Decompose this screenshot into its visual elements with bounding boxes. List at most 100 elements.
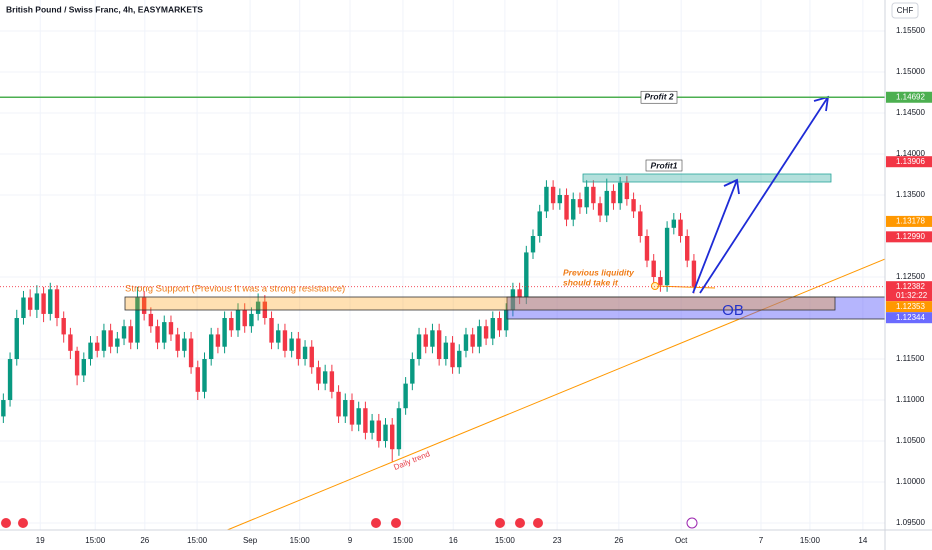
candle-body <box>403 383 408 409</box>
candle-body <box>276 330 281 343</box>
candle-body <box>242 309 247 327</box>
candle-body <box>564 195 569 220</box>
candle-body <box>115 338 120 347</box>
candle-body <box>34 293 40 310</box>
candle-body <box>282 330 288 351</box>
x-tick-label: 26 <box>140 536 149 545</box>
price-tag-label: 1.12990 <box>896 232 925 241</box>
candle-body <box>577 199 583 208</box>
profit2-label: Profit 2 <box>644 92 674 102</box>
candle-body <box>584 186 589 208</box>
x-tick-label: 15:00 <box>495 536 516 545</box>
x-tick-label: 15:00 <box>800 536 821 545</box>
candle-body <box>108 330 113 347</box>
support-label: Strong Support (Previous It was a strong… <box>125 284 345 295</box>
candle-body <box>255 301 261 314</box>
y-tick-label: 1.14000 <box>896 149 925 158</box>
liquidity-point <box>651 282 659 290</box>
support-box <box>124 296 836 311</box>
currency-label[interactable]: CHF <box>897 6 914 15</box>
event-icon <box>533 518 543 528</box>
y-tick-label: 1.11500 <box>896 354 925 363</box>
candle-body <box>416 334 422 360</box>
candle-body <box>410 359 415 384</box>
candle-body <box>530 236 536 253</box>
candle-body <box>168 322 174 335</box>
candle-body <box>188 338 194 368</box>
candle-body <box>611 190 616 204</box>
candle-body <box>101 330 107 351</box>
profit1-tag <box>645 159 683 172</box>
price-tag <box>886 91 932 103</box>
candle-body <box>88 342 93 360</box>
candle-body <box>557 195 563 204</box>
price-tag-label: 1.12382 <box>896 282 925 291</box>
candle-body <box>644 236 650 261</box>
price-tag <box>886 281 932 302</box>
candle-body <box>383 424 388 442</box>
candle-body <box>524 252 529 298</box>
candle-body <box>443 342 449 360</box>
candle-body <box>128 326 133 343</box>
candle-body <box>222 318 227 347</box>
candle-body <box>135 297 140 343</box>
candle-body <box>195 367 200 392</box>
candle-body <box>510 289 516 310</box>
candle-body <box>182 338 187 351</box>
candle-body <box>497 318 502 331</box>
profit2-tag <box>640 90 678 104</box>
candle-body <box>202 359 207 392</box>
candle-body <box>671 219 677 228</box>
candle-body <box>544 186 549 212</box>
x-tick-label: 16 <box>449 536 458 545</box>
candle-body <box>1 400 6 417</box>
candle-body <box>477 326 482 347</box>
candle-body <box>617 182 623 204</box>
candle-body <box>396 408 402 450</box>
candle-body <box>678 219 683 237</box>
candle-body <box>215 334 221 347</box>
arrow-head <box>723 178 740 195</box>
price-tag-label: 1.13178 <box>896 217 925 226</box>
currency-box[interactable] <box>891 2 919 19</box>
candle-body <box>537 211 542 237</box>
event-icon <box>391 518 401 528</box>
candle-body <box>296 338 301 360</box>
candle-body <box>27 297 33 310</box>
candle-body <box>490 318 495 339</box>
x-tick-label: Sep <box>243 536 258 545</box>
price-tag-label: 1.12353 <box>896 302 925 311</box>
candle-body <box>162 322 167 343</box>
y-tick-label: 1.15000 <box>896 67 925 76</box>
candle-body <box>249 313 254 327</box>
price-tag-countdown: 01:32:22 <box>896 291 928 300</box>
candle-body <box>436 330 442 360</box>
y-tick-label: 1.09500 <box>896 518 925 527</box>
candle-body <box>369 420 375 433</box>
candle-body <box>329 371 335 392</box>
candle-body <box>95 342 100 351</box>
candle-body <box>48 289 53 314</box>
y-tick-label: 1.13500 <box>896 190 925 199</box>
candle-body <box>430 330 435 347</box>
trend-line <box>219 256 891 534</box>
candle-body <box>517 289 522 298</box>
candle-body <box>503 309 509 331</box>
candle-body <box>470 334 475 347</box>
candle-body <box>691 260 697 287</box>
candle-body <box>363 408 368 433</box>
y-tick-label: 1.10000 <box>896 477 925 486</box>
candle-body <box>41 293 46 314</box>
candle-body <box>604 190 609 216</box>
price-tag <box>886 312 932 324</box>
candle-body <box>175 334 180 351</box>
y-tick-label: 1.11000 <box>896 395 925 404</box>
candle-body <box>7 359 13 401</box>
candle-body <box>631 199 636 212</box>
candle-body <box>229 318 234 331</box>
price-tag <box>886 215 932 227</box>
candle-body <box>423 334 428 347</box>
candle-body <box>624 182 630 200</box>
ob-label: OB <box>722 302 744 319</box>
